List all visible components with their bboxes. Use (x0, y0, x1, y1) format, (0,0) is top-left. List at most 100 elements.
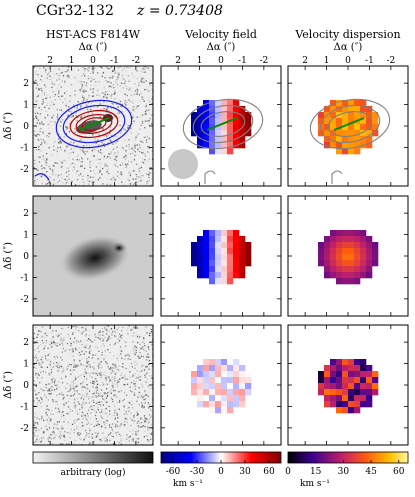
map-pixel (203, 124, 210, 131)
map-pixel (324, 389, 331, 396)
colorbar-1 (32, 451, 154, 464)
map-pixel (233, 100, 240, 107)
map-pixel (348, 136, 355, 143)
x-tick-label: 0 (218, 56, 224, 66)
map-pixel (239, 266, 246, 273)
map-pixel (342, 395, 349, 402)
map-pixel (372, 242, 379, 249)
x-tick-label: -2 (386, 56, 395, 66)
map-pixel (354, 260, 361, 267)
map-pixel (209, 371, 216, 378)
map-pixel (203, 395, 210, 402)
map-pixel (209, 236, 216, 243)
map-pixel (324, 383, 331, 390)
map-pixel (330, 136, 337, 143)
map-pixel (227, 365, 234, 372)
map-pixel (330, 230, 337, 237)
map-pixel (209, 407, 216, 414)
map-pixel (215, 142, 222, 149)
colorbar-label-2: km s⁻¹ (173, 479, 203, 489)
map-pixel (203, 142, 210, 149)
map-pixel (342, 106, 349, 113)
map-pixel (360, 254, 367, 261)
map-pixel (227, 260, 234, 267)
map-pixel (209, 278, 216, 285)
map-pixel (354, 136, 361, 143)
map-pixel (215, 365, 222, 372)
map-pixel (227, 278, 234, 285)
map-pixel (336, 401, 343, 408)
map-pixel (324, 106, 331, 113)
map-pixel (354, 254, 361, 261)
x-tick-label: -1 (238, 56, 247, 66)
map-pixel (203, 401, 210, 408)
map-pixel (330, 371, 337, 378)
y-tick-label: -1 (20, 143, 29, 153)
map-pixel (191, 124, 198, 131)
x-axis-label: Δα (″) (207, 42, 236, 53)
map-pixel (360, 106, 367, 113)
map-pixel (221, 124, 228, 131)
flux-contour (327, 111, 373, 137)
map-pixel (336, 371, 343, 378)
map-pixel (239, 395, 246, 402)
kinematic-axis (78, 117, 110, 131)
flux-contour (319, 104, 381, 144)
map-pixel (203, 106, 210, 113)
map-pixel (366, 130, 373, 137)
map-pixel (342, 248, 349, 255)
map-pixel (342, 383, 349, 390)
map-pixel (209, 242, 216, 249)
map-pixel (239, 106, 246, 113)
map-pixel (233, 383, 240, 390)
panel-r3-c2 (160, 324, 282, 446)
flux-contour (331, 170, 343, 184)
map-pixel (239, 254, 246, 261)
map-pixel (336, 359, 343, 366)
map-pixel (245, 248, 252, 255)
flux-contour (309, 98, 391, 150)
map-pixel (324, 371, 331, 378)
map-pixel (191, 383, 198, 390)
map-pixel (239, 130, 246, 137)
map-pixel (209, 118, 216, 125)
map-pixel (342, 254, 349, 261)
colorbar-tick-label: -30 (190, 467, 205, 477)
map-pixel (336, 377, 343, 384)
map-pixel (227, 130, 234, 137)
map-pixel (227, 359, 234, 366)
map-pixel (348, 236, 355, 243)
map-pixel (221, 100, 228, 107)
map-pixel (348, 260, 355, 267)
map-pixel (233, 272, 240, 279)
map-pixel (360, 118, 367, 125)
map-pixel (239, 248, 246, 255)
map-pixel (245, 130, 252, 137)
map-pixel (360, 359, 367, 366)
x-axis-label: Δα (″) (334, 42, 363, 53)
map-pixel (221, 230, 228, 237)
map-pixel (209, 130, 216, 137)
map-pixel (227, 371, 234, 378)
map-pixel (372, 260, 379, 267)
map-pixel (221, 371, 228, 378)
flux-contour (62, 104, 126, 144)
map-pixel (348, 377, 355, 384)
x-tick-label: 2 (175, 56, 181, 66)
map-pixel (348, 389, 355, 396)
map-pixel (221, 365, 228, 372)
map-pixel (239, 377, 246, 384)
colorbar-3 (287, 451, 409, 464)
kinematic-axis (333, 117, 365, 131)
map-pixel (330, 124, 337, 131)
map-pixel (197, 395, 204, 402)
map-pixel (209, 389, 216, 396)
map-pixel (342, 278, 349, 285)
map-pixel (221, 395, 228, 402)
map-pixel (221, 401, 228, 408)
y-tick-label: 1 (23, 360, 29, 370)
map-pixel (354, 124, 361, 131)
map-pixel (336, 278, 343, 285)
map-pixel (239, 236, 246, 243)
flux-contour (200, 111, 246, 137)
